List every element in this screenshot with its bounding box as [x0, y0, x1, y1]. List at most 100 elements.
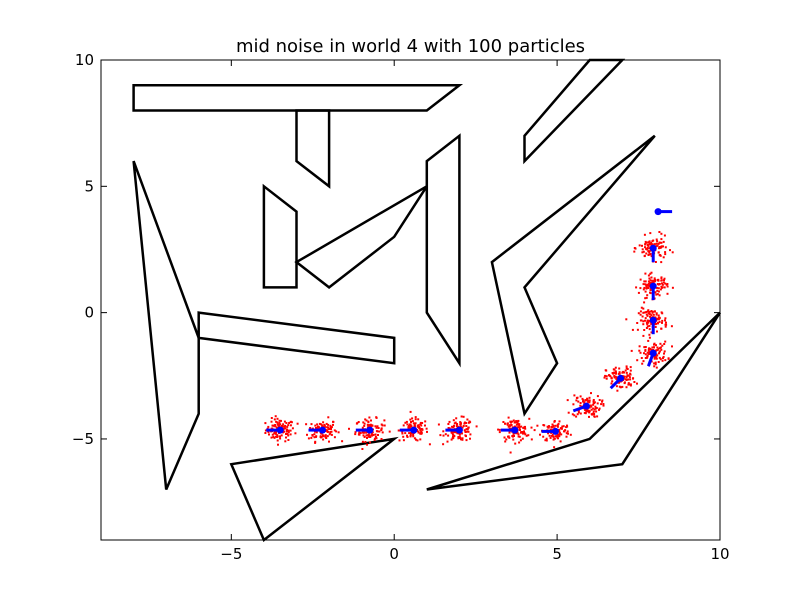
particle — [648, 333, 651, 336]
particle — [330, 428, 332, 430]
particle — [416, 430, 419, 432]
particle — [557, 422, 560, 425]
particle — [323, 426, 326, 429]
particle — [585, 410, 588, 413]
particle — [648, 285, 651, 287]
particle — [412, 435, 415, 438]
particle — [590, 413, 593, 416]
particle — [604, 369, 607, 372]
particle — [530, 426, 533, 429]
particle — [670, 325, 673, 328]
particle — [641, 244, 643, 247]
particle — [646, 310, 649, 313]
particle — [453, 422, 456, 425]
particle — [560, 433, 563, 436]
particle — [446, 440, 449, 443]
particle — [644, 272, 647, 275]
particle — [657, 318, 660, 321]
particle — [358, 431, 361, 434]
particle — [306, 433, 308, 436]
particle — [283, 420, 286, 423]
particle — [518, 441, 521, 444]
particle — [515, 432, 518, 435]
particle — [465, 435, 467, 438]
particle — [310, 436, 313, 439]
particle — [286, 430, 288, 433]
particle — [647, 250, 650, 253]
particle — [273, 432, 276, 435]
particle — [625, 365, 628, 368]
particle — [284, 424, 287, 427]
particle — [462, 415, 465, 418]
particle — [615, 376, 618, 379]
particle — [650, 331, 653, 334]
particle — [442, 434, 445, 437]
particle — [450, 438, 453, 441]
particle — [506, 423, 509, 426]
particle — [413, 424, 416, 427]
particle — [519, 439, 522, 442]
particle — [402, 439, 405, 442]
particle — [654, 363, 657, 366]
particle — [411, 420, 414, 423]
particle — [307, 437, 310, 440]
particle — [408, 425, 411, 427]
particle — [655, 238, 658, 241]
particle — [648, 313, 651, 316]
particle — [417, 424, 420, 427]
particle — [662, 281, 665, 284]
particle — [461, 438, 464, 441]
particle — [270, 427, 273, 430]
particle — [648, 251, 651, 254]
particle — [287, 424, 290, 427]
particle — [594, 407, 597, 410]
particle — [643, 280, 646, 283]
particle — [264, 429, 267, 432]
particle — [530, 438, 533, 441]
particle — [517, 435, 520, 438]
particle — [658, 356, 661, 359]
particle — [612, 372, 615, 375]
particle — [609, 375, 612, 378]
particle — [592, 410, 595, 413]
x-tick-label: 10 — [710, 545, 729, 563]
particle — [625, 318, 628, 321]
particle — [666, 292, 669, 295]
particle — [264, 422, 267, 425]
particle — [285, 436, 287, 439]
particle — [655, 245, 658, 248]
particle — [402, 435, 405, 438]
obstacle-polygon — [197, 311, 396, 365]
particle — [661, 319, 664, 322]
particle — [401, 430, 404, 433]
obstacle-polygon — [425, 133, 461, 368]
particle — [520, 425, 523, 428]
particle — [663, 350, 666, 353]
particle — [289, 424, 292, 427]
particle — [593, 415, 596, 418]
particle — [649, 348, 652, 351]
robot-pose-marker — [649, 282, 657, 290]
particle — [666, 285, 669, 288]
particle — [452, 433, 454, 436]
particle — [283, 430, 285, 433]
particle — [463, 421, 466, 424]
particle — [650, 276, 653, 279]
particle — [368, 416, 371, 419]
particle — [326, 435, 329, 438]
particle — [653, 280, 656, 283]
particle — [596, 415, 599, 418]
particle — [645, 313, 648, 316]
particle — [426, 430, 428, 433]
particle — [462, 425, 465, 427]
robot-pose-marker — [649, 244, 657, 252]
particle — [268, 433, 270, 436]
particle — [657, 287, 660, 290]
particle — [518, 426, 521, 429]
particle — [610, 382, 613, 385]
particle — [648, 247, 651, 250]
obstacle-polygon — [523, 58, 626, 165]
particle — [363, 424, 366, 427]
particle — [664, 359, 667, 362]
